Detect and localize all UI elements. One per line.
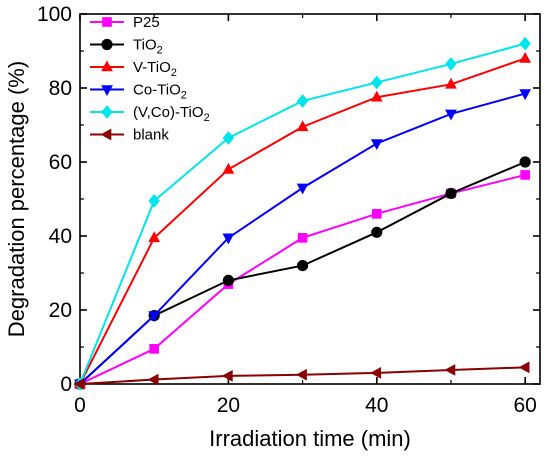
legend-item: V-TiO2 [90,59,177,79]
data-point [519,51,532,63]
series-0 [75,170,530,389]
data-point [445,57,457,71]
x-tick-label: 40 [365,394,388,417]
legend-label: TiO2 [133,37,163,57]
data-point [445,187,457,200]
data-point [371,75,383,90]
legend-marker [101,60,113,72]
legend-item: P25 [90,14,160,31]
legend-item: TiO2 [90,37,163,57]
legend-label: V-TiO2 [133,59,177,79]
x-axis-title: Irradiation time (min) [209,426,411,451]
data-point [296,120,309,132]
legend-marker [102,17,112,27]
axis-ticks: 0 20 40 60 0 20 40 60 80 100 [37,3,540,417]
y-tick-label: 0 [60,373,72,396]
legend-item: (V,Co)-TiO2 [90,104,210,124]
data-point [445,77,457,89]
x-tick-label: 20 [217,394,240,417]
series-line [79,173,526,385]
data-point [371,226,383,238]
legend-marker [100,128,112,141]
legend-item: Co-TiO2 [90,82,187,102]
data-point [518,361,530,374]
data-point [297,233,308,243]
data-point [222,162,235,174]
data-point [148,231,161,243]
data-point [296,259,309,272]
data-point [148,311,161,323]
data-point [148,193,160,208]
legend-marker [101,105,113,119]
y-axis-title: Degradation percentage (%) [4,61,29,337]
y-tick-label: 80 [49,77,72,100]
legend-label: blank [133,127,169,144]
y-tick-label: 60 [49,151,72,174]
data-point [222,274,234,286]
legend-item: blank [90,127,169,144]
y-tick-label: 100 [37,3,72,26]
data-point [221,369,233,382]
data-point [370,139,383,151]
data-point [370,367,382,379]
data-point [519,89,532,101]
y-tick-label: 40 [49,225,72,248]
data-point [296,94,309,108]
y-tick-label: 20 [49,299,72,322]
data-point [147,373,159,386]
series-5 [73,361,530,390]
data-point [296,368,307,381]
data-point [370,90,383,102]
data-point [222,131,235,145]
series-line [79,161,526,385]
data-point [149,344,160,354]
data-point [520,170,530,180]
legend-label: (V,Co)-TiO2 [133,104,210,124]
data-point [444,364,456,376]
series-4 [74,36,531,391]
legend-marker [101,85,113,97]
legend-marker [101,38,113,51]
legend-label: Co-TiO2 [133,82,187,102]
x-tick-label: 0 [74,394,86,417]
data-point [445,109,457,121]
legend-label: P25 [133,14,160,31]
data-point [371,208,382,219]
series-layer [73,36,532,391]
data-point [296,183,309,195]
data-point [519,156,531,168]
data-point [519,36,531,51]
data-point [222,233,235,245]
data-point [73,378,85,390]
x-tick-label: 60 [513,394,536,417]
